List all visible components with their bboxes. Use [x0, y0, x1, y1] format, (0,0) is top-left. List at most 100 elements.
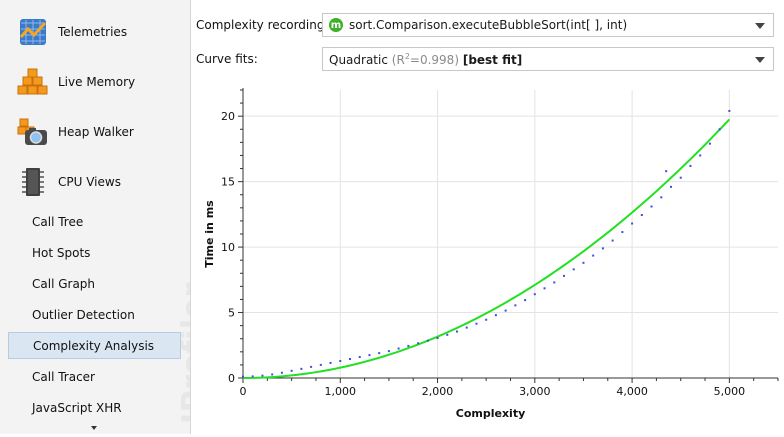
data-point	[640, 214, 643, 217]
view-telemetries[interactable]: Telemetries	[0, 7, 190, 57]
data-point	[718, 128, 721, 131]
data-point	[592, 254, 595, 257]
data-point	[358, 356, 361, 359]
chart-svg: 0 1,000 2,000 3,000 4,000 5,000 0 5 10 15 20 Comple…	[203, 88, 779, 420]
cpu-views-icon	[16, 165, 50, 199]
method-icon: m	[329, 18, 343, 32]
view-label: Live Memory	[58, 75, 136, 89]
y-tick-label: 10	[221, 241, 235, 254]
live-memory-icon	[16, 65, 50, 99]
x-tick-label: 1,000	[325, 385, 357, 398]
data-point	[572, 268, 575, 271]
data-point	[261, 374, 264, 377]
curve-fits-row: Curve fits: Quadratic (R2=0.998) [best f…	[191, 47, 784, 73]
view-label: Telemetries	[58, 25, 128, 39]
chevron-down-icon	[755, 23, 765, 29]
nav-call-graph[interactable]: Call Graph	[8, 270, 181, 297]
x-tick-label: 4,000	[616, 385, 648, 398]
curve-fit-name: Quadratic	[329, 52, 388, 67]
data-point	[290, 369, 293, 372]
view-live-memory[interactable]: Live Memory	[0, 57, 190, 107]
data-point	[543, 287, 546, 290]
nav-hot-spots[interactable]: Hot Spots	[8, 239, 181, 266]
nav-outlier-detection[interactable]: Outlier Detection	[8, 301, 181, 328]
curve-fits-value: Quadratic (R2=0.998) [best fit]	[323, 52, 522, 67]
data-point	[280, 371, 283, 374]
data-point	[708, 142, 711, 145]
nav-label: JavaScript XHR	[32, 400, 122, 415]
data-point	[426, 339, 429, 342]
telemetries-icon	[16, 15, 50, 49]
nav-complexity-analysis[interactable]: Complexity Analysis	[8, 332, 181, 359]
x-axis-label: Complexity	[456, 407, 526, 420]
data-point	[310, 365, 313, 368]
curve-fits-dropdown[interactable]: Quadratic (R2=0.998) [best fit]	[322, 47, 774, 71]
y-tick-label: 15	[221, 176, 235, 189]
data-point	[524, 299, 527, 302]
y-tick-label: 5	[228, 307, 235, 320]
x-tick-label: 2,000	[422, 385, 454, 398]
data-point	[660, 196, 663, 199]
curve-fits-label: Curve fits:	[196, 52, 258, 66]
nav-label: Call Tree	[32, 214, 84, 229]
data-point	[670, 185, 672, 188]
x-tick-label: 5,000	[714, 385, 746, 398]
chevron-down-icon	[755, 57, 765, 63]
complexity-recording-row: Complexity recording: m sort.Comparison.…	[191, 13, 784, 39]
data-point	[621, 231, 624, 234]
nav-label: Hot Spots	[32, 245, 91, 260]
view-label: CPU Views	[58, 175, 121, 189]
data-point	[665, 170, 668, 173]
nav-label: Outlier Detection	[32, 307, 135, 322]
nav-label: Call Tracer	[32, 369, 95, 384]
data-point	[417, 342, 420, 345]
nav-call-tree[interactable]: Call Tree	[8, 208, 181, 235]
data-point	[446, 333, 449, 336]
data-point	[728, 109, 731, 112]
data-point	[533, 293, 536, 296]
data-point	[611, 239, 614, 242]
data-point	[465, 326, 468, 329]
data-point	[650, 205, 653, 208]
nav-label: Call Graph	[32, 276, 96, 291]
nav-javascript-xhr[interactable]: JavaScript XHR	[8, 394, 181, 421]
complexity-chart: 0 1,000 2,000 3,000 4,000 5,000 0 5 10 15 20 Comple…	[191, 80, 784, 434]
complexity-recording-dropdown[interactable]: m sort.Comparison.executeBubbleSort(int[…	[322, 13, 774, 37]
fit-curve-quadratic	[242, 118, 731, 379]
scroll-down-icon[interactable]	[91, 426, 97, 430]
y-tick-label: 20	[221, 110, 235, 123]
data-point	[349, 358, 351, 361]
best-fit-label: [best fit]	[462, 52, 523, 67]
data-point	[242, 375, 244, 378]
y-axis-label: Time in ms	[203, 200, 216, 268]
data-point	[378, 352, 381, 355]
data-point	[699, 154, 702, 157]
heap-walker-icon	[16, 115, 50, 149]
complexity-recording-value: sort.Comparison.executeBubbleSort(int[ ]…	[349, 18, 628, 32]
data-point	[436, 337, 439, 340]
data-point	[679, 176, 682, 179]
view-cpu-views[interactable]: CPU Views	[0, 157, 190, 207]
data-point	[504, 309, 507, 312]
sidebar: JProfiler Telemetries	[0, 0, 191, 434]
view-label: Heap Walker	[58, 125, 134, 139]
nav-call-tracer[interactable]: Call Tracer	[8, 363, 181, 390]
data-point	[329, 361, 332, 364]
curve-fit-r2: (R2=0.998)	[391, 51, 459, 67]
view-heap-walker[interactable]: Heap Walker	[0, 107, 190, 157]
data-point	[553, 281, 556, 284]
data-point	[387, 350, 390, 353]
data-point	[339, 359, 342, 362]
data-point	[631, 222, 634, 225]
data-point	[563, 274, 565, 277]
data-point	[300, 367, 303, 370]
data-point	[582, 261, 585, 264]
data-point	[407, 344, 410, 347]
data-point	[456, 330, 458, 333]
x-tick-label: 3,000	[519, 385, 551, 398]
data-point	[397, 347, 400, 350]
x-tick-label: 0	[240, 385, 247, 398]
data-point	[475, 322, 478, 325]
data-point	[514, 304, 517, 307]
data-point	[494, 314, 497, 317]
